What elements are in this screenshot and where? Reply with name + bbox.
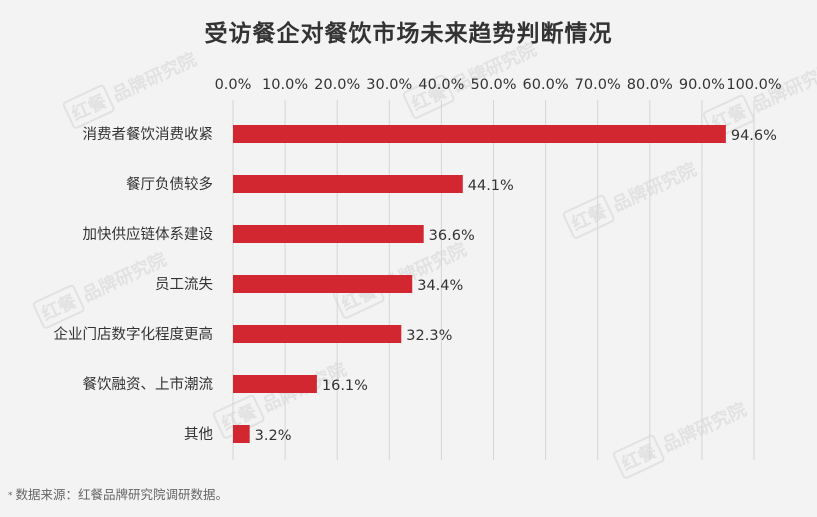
x-tick-label: 70.0% bbox=[575, 77, 621, 93]
category-label: 消费者餐饮消费收紧 bbox=[83, 126, 214, 143]
data-source-footnote: * 数据来源：红餐品牌研究院调研数据。 bbox=[8, 484, 228, 503]
value-label: 36.6% bbox=[429, 228, 475, 244]
category-label: 加快供应链体系建设 bbox=[83, 225, 214, 243]
value-label: 16.1% bbox=[322, 378, 368, 394]
bar bbox=[233, 175, 463, 193]
value-label: 32.3% bbox=[406, 328, 452, 344]
bar bbox=[233, 275, 413, 293]
x-tick-label: 100.0% bbox=[726, 77, 781, 93]
x-tick-label: 80.0% bbox=[627, 77, 673, 93]
bar-chart: 0.0% 10.0% 20.0% 30.0% 40.0% 50.0% 60.0% 70.0% 8… bbox=[54, 77, 782, 460]
bar bbox=[233, 375, 317, 393]
footnote-marker: * bbox=[8, 490, 13, 501]
value-label: 44.1% bbox=[468, 178, 514, 194]
category-label: 企业门店数字化程度更高 bbox=[54, 325, 214, 343]
x-tick-label: 50.0% bbox=[470, 77, 516, 93]
value-label: 3.2% bbox=[255, 428, 292, 444]
bar bbox=[233, 425, 250, 443]
bar bbox=[233, 325, 402, 343]
chart-title: 受访餐企对餐饮市场未来趋势判断情况 bbox=[204, 21, 613, 47]
x-tick-label: 40.0% bbox=[418, 77, 464, 93]
x-tick-label: 20.0% bbox=[314, 77, 360, 93]
category-label: 员工流失 bbox=[155, 276, 213, 293]
value-label: 34.4% bbox=[417, 278, 463, 294]
category-label: 餐厅负债较多 bbox=[126, 175, 213, 193]
category-label: 餐饮融资、上市潮流 bbox=[83, 376, 214, 393]
footnote-text: 数据来源：红餐品牌研究院调研数据。 bbox=[15, 487, 229, 502]
x-tick-label: 0.0% bbox=[215, 77, 252, 93]
x-tick-label: 10.0% bbox=[262, 77, 308, 93]
bar bbox=[233, 125, 726, 143]
value-label: 94.6% bbox=[731, 128, 777, 144]
x-tick-label: 60.0% bbox=[523, 77, 569, 93]
x-tick-label: 90.0% bbox=[679, 77, 725, 93]
category-label: 其他 bbox=[184, 426, 213, 443]
bar bbox=[233, 225, 424, 243]
x-tick-label: 30.0% bbox=[366, 77, 412, 93]
